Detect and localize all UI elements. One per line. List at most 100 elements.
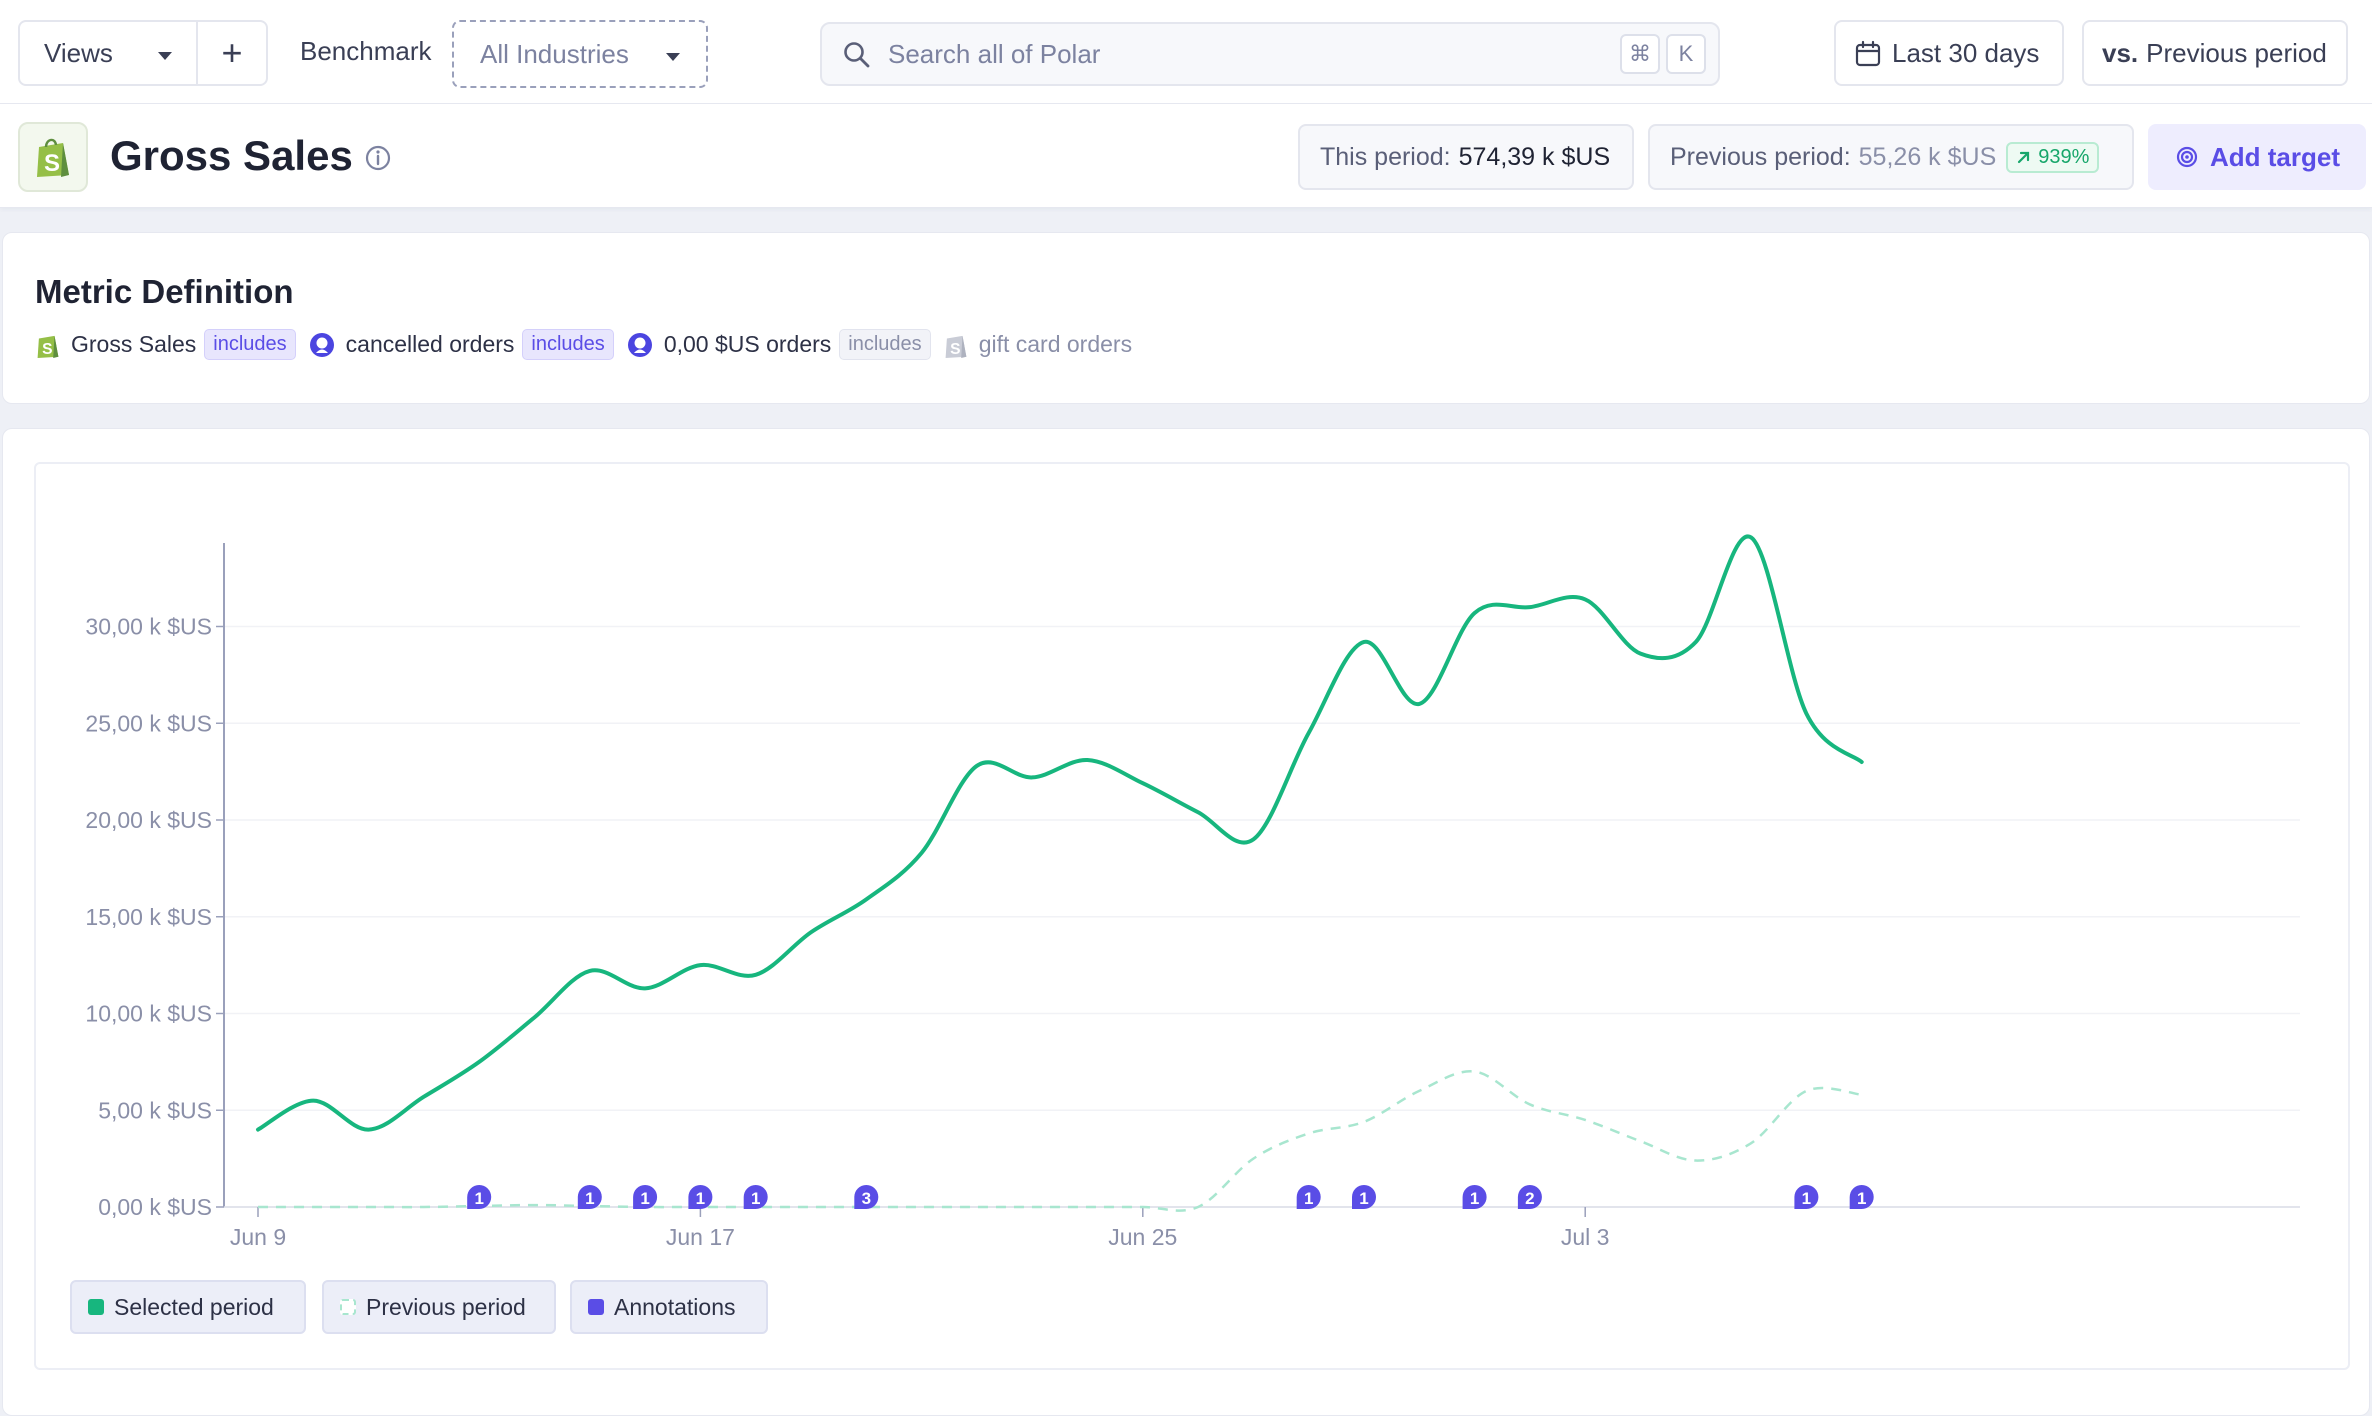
search-icon [844,42,870,68]
this-period-label: This period: [1320,142,1451,171]
y-tick-label: 10,00 k $US [85,1001,212,1027]
definition-rule: cancelled orders [308,331,515,359]
definition-rule-label: cancelled orders [345,331,515,357]
definition-rule-label: 0,00 $US orders [663,331,832,357]
add-view-button[interactable]: + [196,20,268,86]
y-tick-label: 30,00 k $US [85,614,212,640]
legend-annotations[interactable]: Annotations [570,1280,768,1334]
compare-label: Previous period [2146,37,2327,68]
this-period-total: This period: 574,39 k $US [1298,124,1634,190]
annotation-count: 3 [862,1189,871,1208]
benchmark-select[interactable]: All Industries [452,20,708,88]
definition-rule-inactive: S gift card orders [943,330,1132,360]
annotation-marker[interactable] [1849,1185,1874,1209]
y-tick-label: 0,00 k $US [98,1194,212,1220]
previous-period-label: Previous period: [1670,142,1851,171]
annotation-count: 1 [696,1189,705,1208]
annotation-marker[interactable] [1517,1185,1542,1209]
info-icon[interactable] [364,144,392,172]
y-tick-label: 25,00 k $US [85,710,212,736]
date-range-label: Last 30 days [1892,37,2040,68]
target-icon [2176,146,2198,168]
annotation-count: 1 [1304,1189,1313,1208]
metric-definition-title: Metric Definition [35,273,294,310]
annotation-marker[interactable] [1462,1185,1487,1209]
definition-source: S Gross Sales [35,330,196,360]
this-period-value: 574,39 k $US [1458,142,1611,171]
polar-icon [309,332,334,357]
x-tick-label: Jul 3 [1561,1224,1610,1250]
search-placeholder: Search all of Polar [888,38,1101,69]
page-title: Gross Sales [110,132,353,179]
annotation-count: 2 [1525,1189,1534,1208]
annotation-marker[interactable] [854,1185,879,1209]
annotation-marker[interactable] [1794,1185,1819,1209]
legend-swatch [588,1299,604,1315]
annotation-marker[interactable] [633,1185,658,1209]
compare-prefix: vs. [2102,37,2139,68]
annotation-count: 1 [640,1189,649,1208]
k-key: K [1666,34,1706,74]
add-target-button[interactable]: Add target [2148,124,2366,190]
calendar-icon [1855,40,1881,67]
views-dropdown[interactable]: Views [18,20,198,86]
annotation-count: 1 [474,1189,483,1208]
compare-period-button[interactable]: vs. Previous period [2082,20,2348,86]
svg-text:S: S [950,341,960,358]
annotation-marker[interactable] [743,1185,768,1209]
annotation-marker[interactable] [1296,1185,1321,1209]
views-label: Views [44,37,113,68]
benchmark-value: All Industries [480,38,629,69]
annotation-count: 1 [751,1189,760,1208]
rule-state-badge: includes [839,329,931,360]
legend-swatch [88,1299,104,1315]
top-bar: Views + Benchmark All Industries Search … [0,0,2372,104]
date-range-button[interactable]: Last 30 days [1834,20,2064,86]
y-tick-label: 20,00 k $US [85,807,212,833]
annotation-count: 1 [1470,1189,1479,1208]
annotation-count: 1 [1359,1189,1368,1208]
chevron-down-icon [666,53,680,61]
legend-selected-period[interactable]: Selected period [70,1280,306,1334]
svg-text:S: S [44,150,60,177]
definition-source-label: Gross Sales [71,331,197,357]
y-tick-label: 5,00 k $US [98,1097,212,1123]
annotation-marker[interactable] [1352,1185,1376,1209]
annotation-count: 1 [1857,1189,1866,1208]
legend-label: Selected period [114,1293,274,1320]
series-line-previous-period [258,1070,1862,1212]
legend-previous-period[interactable]: Previous period [322,1280,556,1334]
svg-text:S: S [42,341,52,358]
rule-state-badge: includes [522,329,614,360]
shopify-icon: S [945,335,967,358]
shopify-icon: S [18,122,88,192]
annotation-marker[interactable] [688,1185,713,1209]
x-tick-label: Jun 25 [1108,1224,1177,1250]
x-tick-label: Jun 9 [230,1224,286,1250]
legend-label: Annotations [614,1293,736,1320]
plus-icon: + [221,32,243,73]
legend-swatch [340,1299,356,1315]
benchmark-label: Benchmark [300,36,432,66]
legend-label: Previous period [366,1293,526,1320]
polar-icon [627,332,652,357]
change-value: 939% [2038,145,2090,168]
definition-rule-label: gift card orders [978,331,1133,357]
search-input[interactable]: Search all of Polar ⌘ K [820,22,1720,86]
shopify-icon: S [37,335,59,358]
command-key: ⌘ [1620,34,1660,74]
annotation-count: 1 [585,1189,594,1208]
rule-state-badge: includes [204,329,296,360]
arrow-up-right-icon [2018,151,2030,164]
definition-rule: 0,00 $US orders [626,331,831,359]
annotation-marker[interactable] [577,1185,602,1209]
metric-definition-row: S Gross Sales includes cancelled orders … [35,329,1140,360]
annotation-marker[interactable] [467,1185,492,1209]
add-target-label: Add target [2210,141,2340,172]
previous-period-total: Previous period: 55,26 k $US 939% [1648,124,2134,190]
change-badge: 939% [2006,141,2100,173]
chevron-down-icon [158,52,172,60]
metric-header: S Gross Sales This period: 574,39 k $US … [0,104,2372,208]
metric-definition-card: Metric Definition S Gross Sales includes… [2,232,2370,404]
previous-period-value: 55,26 k $US [1858,142,1997,171]
